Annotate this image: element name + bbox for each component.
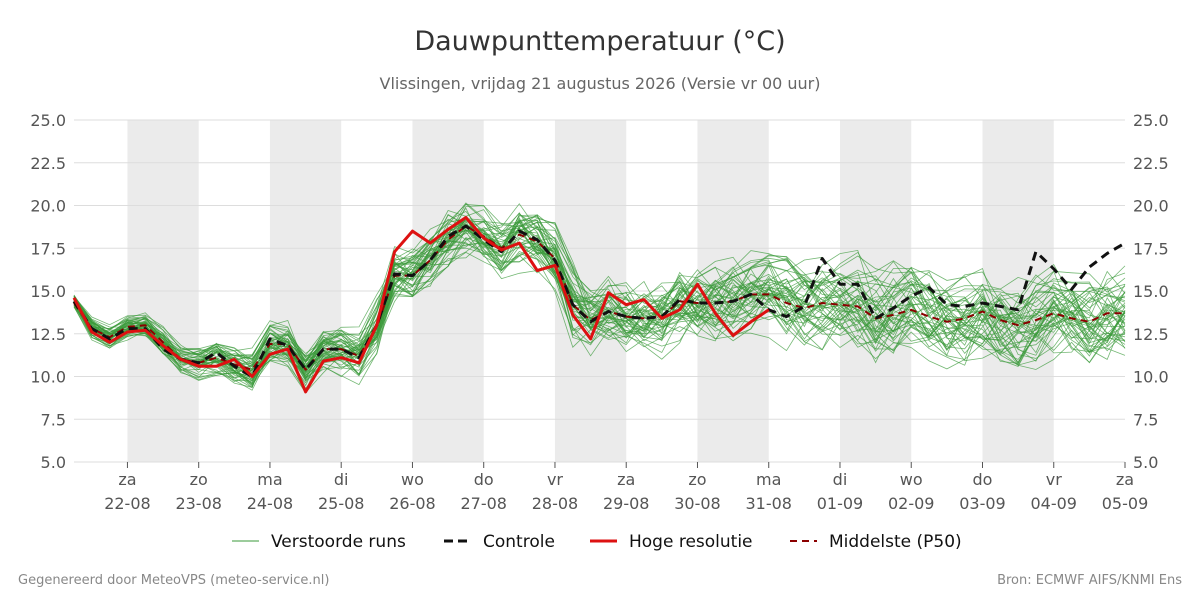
x-tick-date: 05-09 — [1102, 494, 1149, 513]
y-tick-label-right: 15.0 — [1133, 282, 1169, 301]
ensemble-run-line — [73, 231, 1126, 394]
y-tick-label-left: 7.5 — [41, 410, 66, 429]
ensemble-run-line — [73, 226, 1126, 387]
x-tick-day: di — [334, 470, 349, 489]
x-tick-date: 25-08 — [318, 494, 365, 513]
legend-label: Middelste (P50) — [829, 532, 962, 552]
ensemble-run-line — [73, 237, 1126, 380]
ensemble-run-line — [73, 209, 1126, 361]
x-tick-day: ma — [257, 470, 282, 489]
series-line-median — [73, 225, 1125, 371]
y-axis-right: 5.0 7.5 10.0 12.5 15.0 17.5 20.0 22.5 25.0 — [1133, 111, 1169, 472]
series-lines — [72, 216, 1126, 394]
legend-label: Controle — [483, 532, 555, 552]
y-tick-label-right: 22.5 — [1133, 154, 1169, 173]
x-tick-date: 30-08 — [674, 494, 721, 513]
y-tick-label-right: 17.5 — [1133, 239, 1169, 258]
x-tick-date: 04-09 — [1030, 494, 1077, 513]
chart-title: Dauwpunttemperatuur (°C) — [414, 26, 785, 57]
ensemble-run-line — [73, 219, 1126, 360]
y-tick-label-right: 25.0 — [1133, 111, 1169, 130]
y-tick-label-right: 5.0 — [1133, 453, 1158, 472]
x-tick-day: za — [118, 470, 136, 489]
footer-generated-by: Gegenereerd door MeteoVPS (meteo-service… — [18, 573, 329, 588]
ensemble-run-line — [73, 221, 1126, 364]
x-tick-date: 27-08 — [460, 494, 507, 513]
legend-label: Hoge resolutie — [629, 532, 753, 552]
ensemble-run-line — [73, 241, 1126, 391]
x-tick-day: do — [474, 470, 494, 489]
series-line-high-res — [72, 216, 770, 394]
legend-label: Verstoorde runs — [271, 532, 406, 552]
ensemble-run-line — [73, 218, 1126, 384]
y-tick-label-left: 12.5 — [30, 325, 66, 344]
x-tick-date: 22-08 — [104, 494, 151, 513]
ensemble-run-line — [73, 222, 1126, 370]
x-tick-day: zo — [688, 470, 706, 489]
ensemble-run-line — [73, 227, 1126, 385]
y-tick-label-left: 22.5 — [30, 154, 66, 173]
y-tick-label-left: 20.0 — [30, 197, 66, 216]
ensemble-run-line — [73, 214, 1126, 380]
y-tick-label-left: 10.0 — [30, 368, 66, 387]
ensemble-run-line — [73, 220, 1126, 382]
x-tick-day: za — [617, 470, 635, 489]
x-tick-day: wo — [900, 470, 923, 489]
y-tick-label-left: 25.0 — [30, 111, 66, 130]
x-tick-date: 03-09 — [959, 494, 1006, 513]
x-tick-date: 29-08 — [603, 494, 650, 513]
x-tick-day: wo — [401, 470, 424, 489]
ensemble-run-line — [73, 228, 1126, 388]
x-tick-date: 02-09 — [888, 494, 935, 513]
y-tick-label-right: 12.5 — [1133, 325, 1169, 344]
x-tick-day: vr — [1046, 470, 1062, 489]
x-tick-day: za — [1116, 470, 1134, 489]
x-tick-date: 26-08 — [389, 494, 436, 513]
y-tick-label-right: 20.0 — [1133, 197, 1169, 216]
y-axis-left: 5.0 7.5 10.0 12.5 15.0 17.5 20.0 22.5 25.0 — [30, 111, 66, 472]
chart-subtitle: Vlissingen, vrijdag 21 augustus 2026 (Ve… — [380, 74, 821, 93]
x-tick-day: zo — [190, 470, 208, 489]
x-axis: za 22-08 zo 23-08 ma 24-08 di 25-08 wo 26-08 do 27-… — [104, 462, 1148, 513]
x-tick-date: 23-08 — [175, 494, 222, 513]
ensemble-run-line — [73, 207, 1126, 381]
x-tick-date: 01-09 — [817, 494, 864, 513]
x-tick-day: vr — [547, 470, 563, 489]
x-tick-date: 28-08 — [532, 494, 579, 513]
y-tick-label-left: 17.5 — [30, 239, 66, 258]
y-tick-label-left: 5.0 — [41, 453, 66, 472]
x-tick-day: di — [833, 470, 848, 489]
footer-source: Bron: ECMWF AIFS/KNMI Ens — [997, 573, 1182, 588]
x-tick-date: 24-08 — [247, 494, 294, 513]
y-tick-label-left: 15.0 — [30, 282, 66, 301]
ensemble-run-line — [73, 220, 1126, 386]
x-tick-date: 31-08 — [745, 494, 792, 513]
x-tick-day: ma — [756, 470, 781, 489]
y-tick-label-right: 10.0 — [1133, 368, 1169, 387]
y-tick-label-right: 7.5 — [1133, 410, 1158, 429]
x-tick-day: do — [973, 470, 993, 489]
legend: Verstoorde runs Controle Hoge resolutie Mid… — [232, 532, 962, 552]
